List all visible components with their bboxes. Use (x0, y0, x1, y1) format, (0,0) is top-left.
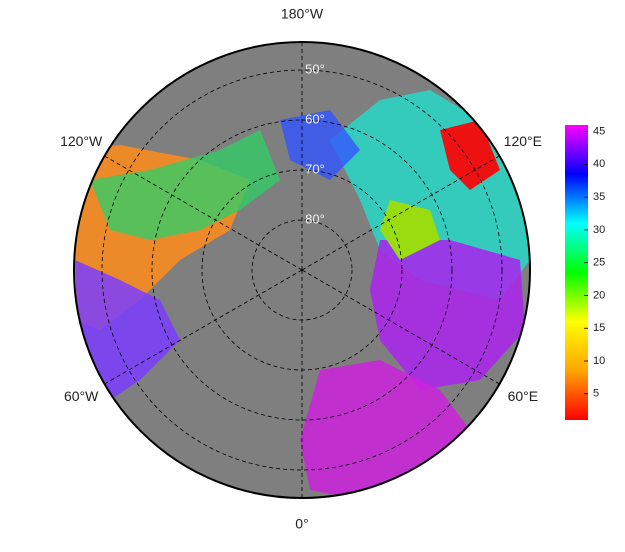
meridian (104, 269, 303, 385)
region (370, 240, 525, 390)
data-field (75, 90, 530, 498)
colorbar-tick-label: 15 (593, 322, 605, 334)
parallel (151, 119, 453, 421)
parallel-label: 50° (305, 61, 325, 76)
region (280, 110, 360, 180)
region (90, 130, 280, 240)
meridian-label: 120°E (504, 133, 542, 149)
colorbar-tick-label: 25 (593, 257, 605, 269)
greenland (195, 240, 290, 370)
parallel (101, 69, 503, 471)
colorbar-tick-label: 20 (593, 289, 605, 301)
meridian-label: 60°E (508, 388, 539, 404)
meridian-label: 0° (295, 516, 308, 532)
region (75, 260, 180, 400)
meridian (301, 155, 500, 271)
colorbar-tick-label: 30 (593, 224, 605, 236)
region (300, 360, 470, 498)
colorbar-tick-label: 35 (593, 191, 605, 203)
meridian (301, 269, 500, 385)
meridian (104, 155, 303, 271)
colorbar (565, 125, 588, 420)
meridian-label: 60°W (64, 388, 99, 404)
region (440, 120, 500, 190)
colorbar-tick-label: 40 (593, 158, 605, 170)
colorbar-tick-label: 45 (593, 125, 605, 137)
parallel-label: 60° (305, 111, 325, 126)
meridian-label: 180°W (281, 6, 324, 22)
region (380, 200, 440, 260)
parallel-label: 80° (305, 211, 325, 226)
parallel-label: 70° (305, 161, 325, 176)
meridian-label: 120°W (60, 133, 103, 149)
colorbar-tick-label: 5 (593, 388, 599, 400)
colorbar-tick-label: 10 (593, 355, 605, 367)
